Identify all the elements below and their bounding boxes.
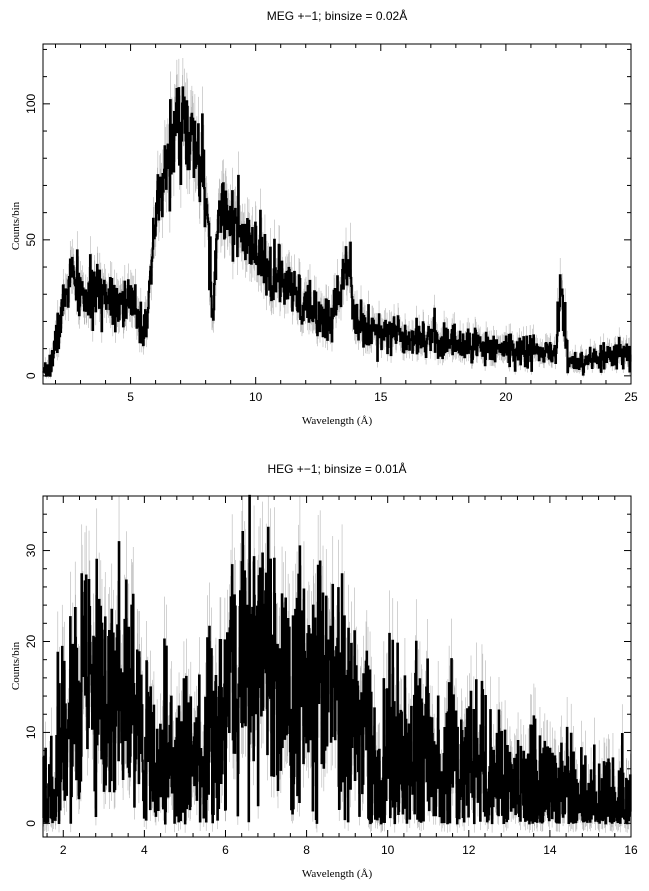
meg-x-tick-label: 25 <box>624 390 638 404</box>
heg-x-tick-label: 16 <box>624 843 638 857</box>
meg-x-tick-label: 15 <box>374 390 388 404</box>
meg-y-tick-label: 100 <box>24 94 38 114</box>
heg-y-tick-label: 30 <box>24 544 38 558</box>
heg-panel: HEG +−1; binsize = 0.01Å 2 4 6 8 10 12 14 16 0 10… <box>10 461 638 880</box>
heg-plot-frame <box>42 495 632 838</box>
meg-ticks: 5 10 15 20 25 0 50 100 <box>24 44 638 404</box>
heg-x-tick-label: 2 <box>60 843 67 857</box>
heg-x-tick-label: 6 <box>222 843 229 857</box>
heg-x-tick-label: 4 <box>141 843 148 857</box>
heg-x-tick-label: 10 <box>381 843 395 857</box>
meg-x-tick-label: 5 <box>127 390 134 404</box>
meg-y-axis-label: Counts/bin <box>10 201 22 250</box>
meg-x-tick-label: 20 <box>499 390 513 404</box>
heg-y-tick-label: 10 <box>24 725 38 739</box>
meg-errorbars <box>42 58 632 379</box>
meg-x-axis-label: Wavelength (Å) <box>302 415 373 427</box>
heg-spectrum-line <box>42 494 632 825</box>
heg-y-tick-label: 0 <box>24 820 38 827</box>
meg-y-tick-label: 50 <box>24 233 38 247</box>
heg-title: HEG +−1; binsize = 0.01Å <box>267 461 406 476</box>
heg-ticks: 2 4 6 8 10 12 14 16 0 10 20 30 <box>24 495 638 857</box>
meg-plot-frame <box>42 43 632 385</box>
meg-spectrum-line <box>42 86 632 377</box>
heg-x-tick-label: 14 <box>543 843 557 857</box>
heg-x-axis-label: Wavelength (Å) <box>302 868 373 880</box>
meg-panel: MEG +−1; binsize = 0.02Å 5 10 15 20 25 0 50 100… <box>10 8 638 427</box>
meg-title: MEG +−1; binsize = 0.02Å <box>267 8 407 23</box>
meg-x-tick-label: 10 <box>249 390 263 404</box>
heg-x-tick-label: 8 <box>303 843 310 857</box>
heg-y-tick-label: 20 <box>24 634 38 648</box>
heg-x-tick-label: 12 <box>462 843 476 857</box>
heg-y-axis-label: Counts/bin <box>10 641 22 690</box>
meg-y-tick-label: 0 <box>24 372 38 379</box>
